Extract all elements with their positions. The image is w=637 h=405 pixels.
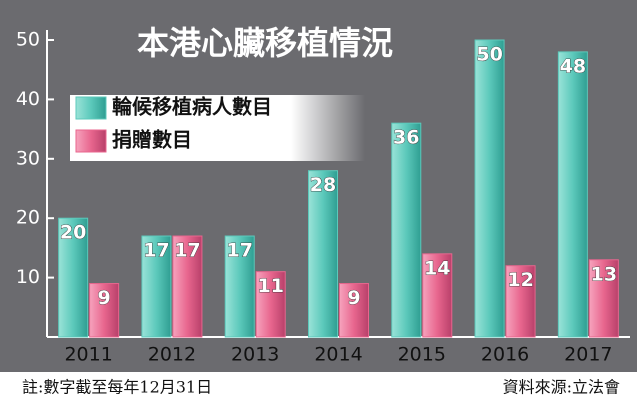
x-tick-label: 2011 — [64, 344, 112, 366]
bar — [141, 235, 172, 338]
legend-swatch — [75, 96, 107, 120]
value-label: 36 — [393, 127, 419, 149]
value-label: 11 — [257, 275, 283, 297]
bar — [58, 217, 89, 338]
x-tick-label: 2016 — [481, 344, 529, 366]
value-label: 28 — [310, 174, 336, 196]
legend-label: 捐贈數目 — [112, 128, 192, 152]
bar — [255, 271, 286, 338]
legend-label: 輪候移植病人數目 — [112, 95, 272, 119]
value-label: 12 — [507, 269, 533, 291]
note: 註:數字截至每年12月31日 — [22, 378, 212, 397]
legend-swatch — [75, 129, 107, 153]
x-tick-label: 2017 — [564, 344, 612, 366]
footer — [0, 372, 637, 405]
value-label: 50 — [476, 44, 502, 66]
value-label: 14 — [424, 257, 450, 279]
value-label: 17 — [174, 240, 200, 262]
value-label: 9 — [347, 287, 360, 309]
value-label: 13 — [591, 263, 617, 285]
bar — [557, 51, 588, 338]
x-tick-label: 2013 — [231, 344, 279, 366]
value-label: 48 — [560, 55, 586, 77]
bar — [588, 259, 619, 338]
bar — [339, 283, 369, 338]
x-tick-label: 2015 — [398, 344, 446, 366]
bar — [422, 253, 453, 338]
y-tick-label: 30 — [16, 147, 40, 169]
bar — [172, 235, 203, 338]
bar — [391, 122, 422, 338]
y-tick-label: 10 — [16, 266, 40, 288]
value-label: 9 — [98, 287, 111, 309]
bar — [224, 235, 255, 338]
value-label: 17 — [226, 240, 252, 262]
bar — [89, 283, 120, 338]
y-tick-label: 40 — [16, 88, 40, 110]
bar — [474, 39, 505, 338]
y-tick-label: 50 — [16, 29, 40, 51]
source: 資料來源:立法會 — [503, 378, 620, 397]
bar — [308, 170, 338, 338]
x-tick-label: 2012 — [148, 344, 196, 366]
y-tick-label: 20 — [16, 207, 40, 229]
value-label: 17 — [143, 240, 169, 262]
legend-box — [70, 95, 365, 161]
bar — [505, 265, 536, 338]
chart-title: 本港心臟移植情況 — [137, 24, 393, 62]
x-tick-label: 2014 — [314, 344, 362, 366]
value-label: 20 — [60, 222, 86, 244]
